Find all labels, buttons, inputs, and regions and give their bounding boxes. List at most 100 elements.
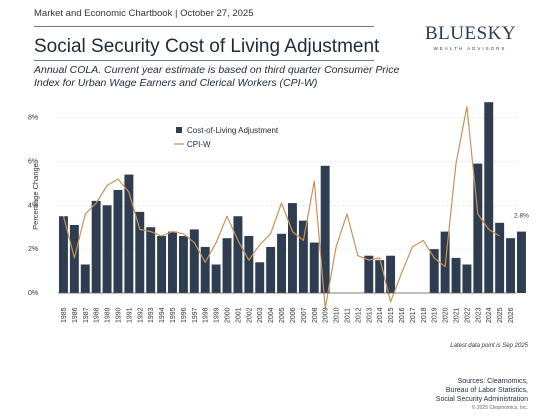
x-tick-label: 1999 — [214, 307, 221, 323]
cola-bar — [462, 264, 472, 293]
legend-label-cola: Cost-of-Living Adjustment — [187, 126, 279, 135]
brand-tagline: WEALTH ADVISORS — [433, 46, 507, 51]
cola-bar — [516, 231, 526, 293]
x-tick-label: 1985 — [61, 307, 68, 323]
brand-name: BLUESKY — [425, 23, 517, 44]
x-tick-label: 2002 — [246, 307, 253, 323]
sources: Sources: Clearnomics, Bureau of Labor St… — [328, 377, 528, 404]
x-tick-label: 2026 — [508, 307, 515, 323]
x-tick-label: 2007 — [301, 307, 308, 323]
title-divider — [34, 60, 374, 61]
cola-bar — [233, 216, 243, 293]
y-axis-title: Percentage Change — [31, 163, 40, 230]
source-line: Sources: Clearnomics, — [457, 378, 528, 385]
cola-bar — [255, 262, 265, 293]
x-tick-label: 2011 — [345, 308, 352, 323]
cola-bar — [102, 205, 112, 293]
x-tick-label: 1988 — [94, 307, 101, 323]
x-tick-label: 2019 — [432, 307, 439, 323]
cola-bar — [157, 235, 167, 293]
source-line: Social Security Administration — [435, 396, 528, 403]
x-tick-label: 2000 — [225, 307, 232, 323]
legend-swatch-cola — [176, 127, 182, 133]
cola-bar — [473, 163, 483, 293]
x-tick-label: 1997 — [192, 307, 199, 323]
cola-bar — [124, 174, 134, 293]
x-tick-label: 2021 — [454, 307, 461, 323]
cola-bar — [222, 238, 232, 293]
cpiw-line — [62, 105, 500, 309]
x-tick-label: 2008 — [312, 307, 319, 323]
cola-bar — [309, 242, 319, 293]
cola-bar — [484, 102, 494, 294]
cola-bar — [69, 225, 79, 293]
chartbook-header: Market and Economic Chartbook | October … — [34, 8, 254, 19]
source-line: Bureau of Labor Statistics, — [445, 387, 528, 394]
cola-bar — [495, 222, 505, 293]
cola-bar — [113, 189, 123, 293]
x-tick-label: 2025 — [497, 307, 504, 323]
y-tick-label: 4% — [28, 202, 38, 209]
legend-label-cpiw: CPI-W — [187, 140, 211, 149]
x-tick-label: 1991 — [126, 307, 133, 323]
cola-bar — [80, 264, 90, 293]
x-tick-label: 1996 — [181, 307, 188, 323]
cola-bars — [58, 102, 526, 294]
x-tick-label: 2017 — [410, 307, 417, 323]
last-value-label: 2.8% — [514, 213, 529, 220]
cola-bar — [506, 238, 516, 293]
x-tick-label: 2022 — [464, 307, 471, 323]
x-tick-label: 2024 — [486, 307, 493, 323]
x-tick-label: 2016 — [399, 307, 406, 323]
x-tick-label: 2005 — [279, 307, 286, 323]
cola-bar — [298, 220, 308, 293]
y-tick-label: 6% — [28, 158, 38, 165]
x-tick-label: 1990 — [116, 307, 123, 323]
cola-bar — [287, 203, 297, 293]
latest-data-note: Latest data point is Sep 2025 — [450, 343, 528, 349]
x-tick-label: 1995 — [170, 307, 177, 323]
axes: 0% 2% 4% 6% 8% Percentage Change 1985 1986 1987 1… — [28, 115, 529, 323]
x-tick-label: 2014 — [377, 307, 384, 323]
cola-bar — [135, 211, 145, 293]
brand-logo: BLUESKY WEALTH ADVISORS — [425, 23, 517, 52]
cola-bar — [58, 216, 68, 293]
y-tick-label: 8% — [28, 115, 38, 122]
x-tick-label: 1993 — [148, 307, 155, 323]
x-tick-label: 2018 — [421, 307, 428, 323]
x-tick-label: 1994 — [159, 307, 166, 323]
cola-bar — [189, 229, 199, 293]
cola-bar — [168, 231, 177, 293]
cola-bar — [364, 255, 374, 293]
y-tick-label: 0% — [28, 290, 38, 297]
cola-bar — [178, 235, 188, 293]
x-tick-label: 2009 — [323, 307, 330, 323]
cola-bar — [451, 257, 461, 293]
x-tick-label: 2023 — [475, 307, 482, 323]
cola-bar — [320, 165, 330, 293]
x-tick-label: 1992 — [137, 307, 144, 323]
chart-subtitle: Annual COLA. Current year estimate is ba… — [34, 64, 400, 89]
legend: Cost-of-Living Adjustment CPI-W — [174, 126, 279, 149]
x-tick-label: 2001 — [235, 307, 242, 323]
cola-bar — [244, 235, 254, 293]
copyright: © 2025 Clearnomics, Inc. — [471, 405, 528, 411]
cpiw-line-layer — [62, 105, 500, 309]
cola-bar — [375, 260, 385, 293]
y-tick-label: 2% — [28, 246, 38, 253]
cola-bar — [429, 249, 439, 293]
gridlines — [58, 117, 516, 250]
cola-bar — [211, 264, 221, 293]
cola-bar — [146, 227, 156, 293]
cola-bar — [277, 233, 287, 293]
x-tick-label: 1989 — [105, 307, 112, 323]
x-tick-label: 1987 — [83, 307, 90, 323]
cola-bar — [266, 246, 276, 293]
x-tick-label: 2004 — [268, 307, 275, 323]
x-tick-label: 2003 — [257, 307, 264, 323]
x-tick-label: 2013 — [366, 307, 373, 323]
x-tick-label: 2006 — [290, 307, 297, 323]
x-tick-label: 2010 — [334, 307, 341, 323]
header-divider — [34, 26, 374, 27]
